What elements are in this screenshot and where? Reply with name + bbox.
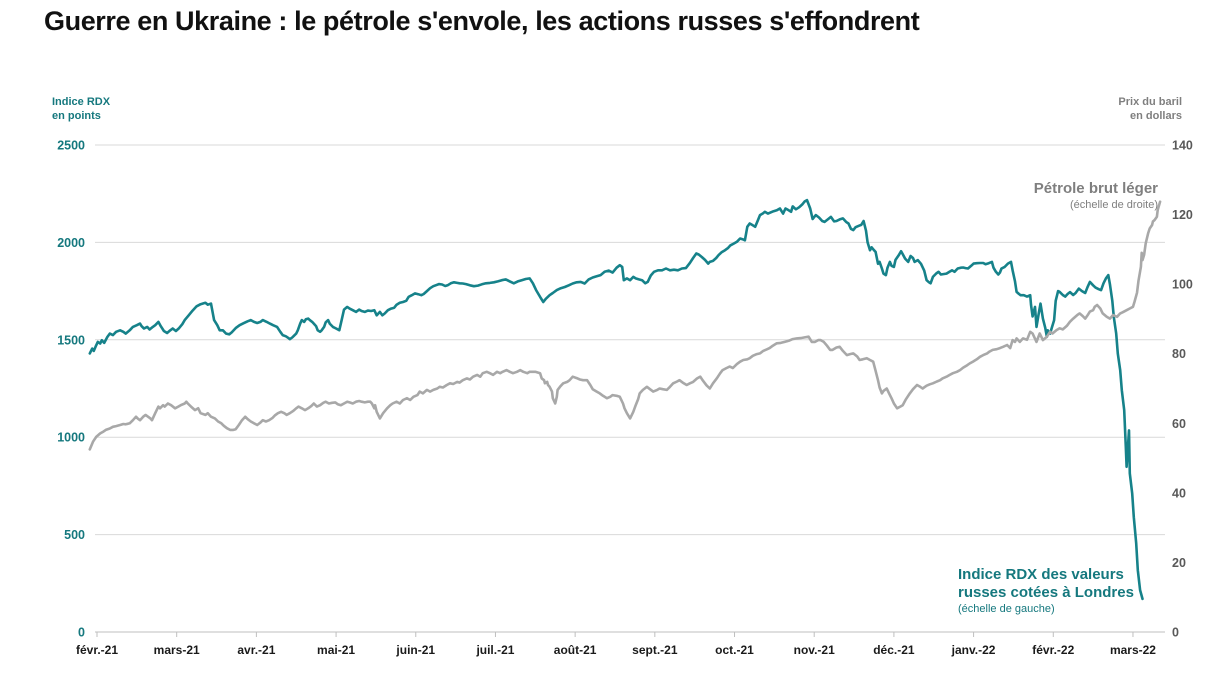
right-axis-tick-label: 20 — [1172, 556, 1186, 570]
right-axis-tick-label: 140 — [1172, 139, 1193, 153]
oil-series-annotation: Pétrole brut léger (échelle de droite) — [1034, 180, 1158, 212]
left-axis-tick-label: 500 — [64, 528, 85, 542]
left-axis-tick-label: 1000 — [57, 431, 85, 445]
rdx-series-label-line2: russes cotées à Londres — [958, 584, 1134, 601]
x-axis-label: juil.-21 — [475, 643, 514, 657]
right-axis-title-line2: en dollars — [1130, 110, 1182, 122]
oil-series-sublabel: (échelle de droite) — [1069, 199, 1158, 211]
right-axis-tick-label: 40 — [1172, 486, 1186, 500]
left-axis-tick-label: 1500 — [57, 333, 85, 347]
x-axis-label: févr.-21 — [76, 643, 118, 657]
x-axis-label: févr.-22 — [1032, 643, 1074, 657]
x-axis-label: oct.-21 — [715, 643, 754, 657]
left-axis-tick-label: 0 — [78, 626, 85, 640]
right-axis-title: Prix du baril en dollars — [1118, 95, 1182, 123]
left-axis-title-line1: Indice RDX — [52, 96, 111, 108]
x-axis-label: nov.-21 — [794, 643, 835, 657]
rdx-series-sublabel: (échelle de gauche) — [958, 603, 1055, 615]
left-axis-tick-label: 2000 — [57, 236, 85, 250]
left-axis-title-line2: en points — [52, 110, 101, 122]
rdx-series-annotation: Indice RDX des valeurs russes cotées à L… — [958, 566, 1134, 616]
x-axis-label: mai-21 — [317, 643, 355, 657]
chart-title: Guerre en Ukraine : le pétrole s'envole,… — [44, 6, 920, 36]
x-axis-label: août-21 — [554, 643, 597, 657]
x-axis-label: mars-22 — [1110, 643, 1156, 657]
x-axis-label: mars-21 — [154, 643, 200, 657]
right-axis-tick-label: 100 — [1172, 278, 1193, 292]
oil-price-line — [88, 200, 1162, 451]
x-axis-label: déc.-21 — [873, 643, 915, 657]
x-axis-label: juin-21 — [395, 643, 435, 657]
right-axis-tick-label: 60 — [1172, 417, 1186, 431]
right-axis-tick-label: 80 — [1172, 347, 1186, 361]
rdx-index-line — [88, 198, 1144, 601]
left-axis-tick-label: 2500 — [57, 139, 85, 153]
right-axis-tick-label: 0 — [1172, 626, 1179, 640]
x-axis-label: janv.-22 — [951, 643, 996, 657]
right-axis-tick-label: 120 — [1172, 208, 1193, 222]
x-axis-label: sept.-21 — [632, 643, 678, 657]
left-axis-title: Indice RDX en points — [52, 95, 110, 123]
rdx-series-label-line1: Indice RDX des valeurs — [958, 566, 1124, 583]
oil-series-label: Pétrole brut léger — [1033, 180, 1158, 197]
right-axis-title-line1: Prix du baril — [1118, 96, 1182, 108]
x-axis-label: avr.-21 — [237, 643, 275, 657]
